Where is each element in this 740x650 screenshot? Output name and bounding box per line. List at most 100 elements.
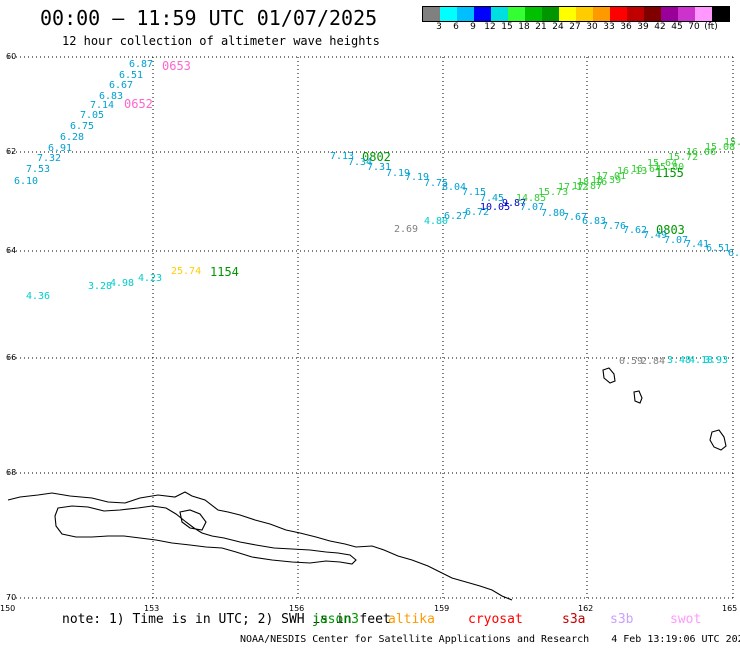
wave-height-label: 3.48 — [667, 355, 692, 366]
wave-height-label: 6.10 — [14, 176, 39, 187]
satellite-legend-s3b: s3b — [610, 612, 634, 627]
wave-height-label: 7.07 — [520, 202, 545, 213]
island — [633, 390, 643, 404]
wave-height-label: 7.67 — [563, 212, 588, 223]
wave-height-label: 4.23 — [138, 273, 163, 284]
colorbar-swatch — [423, 7, 440, 21]
colorbar-swatch — [525, 7, 542, 21]
wave-height-label: 3.93 — [704, 355, 729, 366]
island — [602, 367, 616, 384]
colorbar-label: 36 — [620, 22, 632, 32]
footnote: note: 1) Time is in UTC; 2) SWH is in fe… — [62, 612, 391, 627]
colorbar-label: (ft) — [704, 22, 718, 32]
wave-height-label: 7.75 — [424, 178, 449, 189]
wave-height-label: 2.84 — [641, 356, 666, 367]
wave-height-label: 14.85 — [516, 193, 547, 204]
satellite-legend-altika: altika — [388, 612, 435, 627]
colorbar-swatch — [542, 7, 559, 21]
colorbar-label: 15 — [501, 22, 513, 32]
colorbar-swatch — [559, 7, 576, 21]
colorbar-label: 9 — [470, 22, 476, 32]
pass-id: 0653 — [162, 59, 191, 73]
page-title: 00:00 – 11:59 UTC 01/07/2025 — [40, 6, 378, 30]
colorbar-swatch — [508, 7, 525, 21]
pass-id: 0652 — [124, 97, 153, 111]
wave-height-label: 7.19 — [405, 172, 430, 183]
lat-tick-label: 70 — [6, 593, 17, 602]
wave-height-label: 7.62 — [623, 225, 648, 236]
colorbar-swatch — [576, 7, 593, 21]
wave-height-label: 15.4 — [724, 137, 740, 148]
pass-id: 0803 — [656, 223, 685, 237]
colorbar-swatch — [644, 7, 661, 21]
wave-height-label: 2.69 — [394, 224, 419, 235]
satellite-legend-swot: swot — [670, 612, 702, 627]
colorbar-swatch — [712, 7, 729, 21]
wave-height-label: 7.05 — [80, 110, 105, 121]
wave-height-label: 6.72 — [465, 207, 490, 218]
wave-height-label: 10.05 — [480, 202, 511, 213]
coastline — [7, 491, 513, 601]
wave-height-label: 6.51 — [706, 243, 731, 254]
satellite-legend-s3a: s3a — [562, 612, 586, 627]
wave-height-label: 6.28 — [60, 132, 85, 143]
wave-height-label: 3.28 — [88, 281, 113, 292]
pass-id: 0802 — [362, 150, 391, 164]
wave-height-label: 17.87 — [572, 181, 603, 192]
wave-height-label: 7.45 — [480, 193, 505, 204]
wave-height-label: 7.76 — [602, 221, 627, 232]
wave-height-label: 16.64 — [631, 164, 662, 175]
wave-height-label: 15.08 — [705, 142, 736, 153]
wave-height-label: 6.75 — [70, 121, 95, 132]
wave-height-label: 7.07 — [664, 235, 689, 246]
colorbar-label: 45 — [671, 22, 683, 32]
wave-height-label: 7.13 — [330, 151, 355, 162]
wave-height-label: 7.53 — [26, 164, 51, 175]
lon-tick-label: 159 — [434, 604, 450, 613]
colorbar-swatch — [627, 7, 644, 21]
longitude-gridlines — [152, 57, 734, 600]
colorbar-label: 33 — [603, 22, 615, 32]
lon-tick-label: 150 — [0, 604, 16, 613]
colorbar-label: 42 — [654, 22, 666, 32]
colorbar-swatch — [491, 7, 508, 21]
colorbar-label: 27 — [569, 22, 581, 32]
lat-tick-label: 68 — [6, 468, 17, 477]
wave-height-label: 7.49 — [643, 230, 668, 241]
colorbar-swatch — [457, 7, 474, 21]
wave-height-label: 4.18 — [689, 355, 714, 366]
lon-tick-label: 153 — [144, 604, 160, 613]
wave-height-label: 15.72 — [668, 152, 699, 163]
pass-id: 1154 — [210, 265, 239, 279]
colorbar-label: 70 — [688, 22, 700, 32]
wave-height-label: 17.12 — [558, 182, 589, 193]
colorbar-swatch — [474, 7, 491, 21]
wave-height-label: 6.83 — [582, 216, 607, 227]
colorbar-swatch — [593, 7, 610, 21]
credit-org: NOAA/NESDIS Center for Satellite Applica… — [240, 634, 590, 645]
wave-height-label: 6. — [728, 248, 740, 259]
wave-height-label: 0.59 — [619, 356, 644, 367]
colorbar-swatch — [610, 7, 627, 21]
lat-tick-label: 64 — [6, 246, 17, 255]
colorbar-label: 18 — [518, 22, 530, 32]
colorbar-swatch — [661, 7, 678, 21]
colorbar-label: 21 — [535, 22, 547, 32]
wave-height-label: 7.41 — [685, 239, 710, 250]
wave-height-label: 7.19 — [386, 168, 411, 179]
colorbar-swatch — [678, 7, 695, 21]
wave-height-label: 25.74 — [171, 266, 202, 277]
wave-height-label: 15.80 — [654, 162, 685, 173]
wave-height-label: 7.31 — [367, 162, 392, 173]
colorbar-swatch — [440, 7, 457, 21]
pass-id: 1155 — [655, 166, 684, 180]
colorbar-label: 39 — [637, 22, 649, 32]
wave-height-label: 6.67 — [109, 80, 134, 91]
wave-height-label: 6.27 — [444, 211, 469, 222]
colorbar-label: 12 — [484, 22, 496, 32]
map-frame — [8, 57, 734, 600]
wave-height-label: 9.87 — [502, 198, 527, 209]
wave-height-label: 17.01 — [596, 171, 627, 182]
wave-height-label: 18.39 — [591, 175, 622, 186]
